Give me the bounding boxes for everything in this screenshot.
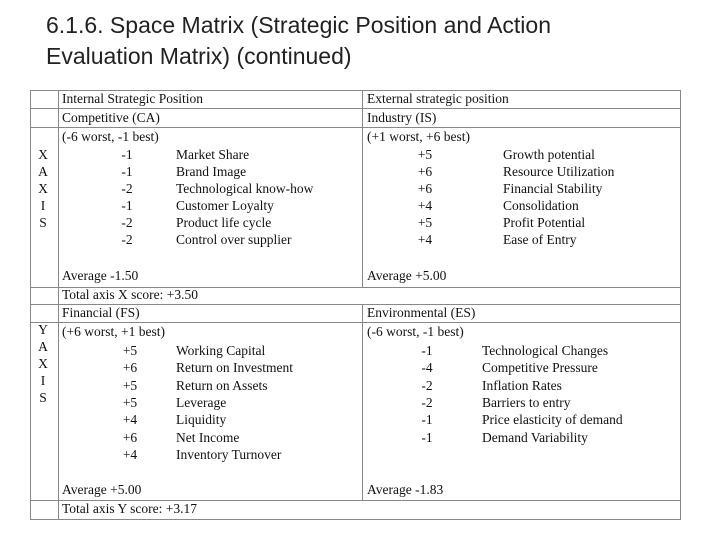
average: Average +5.00 (62, 482, 142, 497)
item-label: Financial Stability (503, 181, 603, 196)
axis-letter: A (38, 339, 48, 354)
item-label: Return on Investment (176, 360, 293, 376)
item-score: -2 (121, 215, 133, 230)
item-label: Inventory Turnover (176, 446, 282, 462)
average: Average +5.00 (367, 268, 447, 283)
rule (30, 90, 31, 520)
factor-heading: Environmental (ES) (367, 305, 476, 320)
item-score: -2 (421, 377, 433, 393)
rule (30, 519, 680, 520)
item-score: +6 (122, 429, 138, 445)
axis-letter: X (38, 147, 48, 162)
item-label: Brand Image (176, 164, 247, 179)
item-label: Net Income (176, 429, 240, 445)
item-label: Technological know-how (176, 181, 314, 196)
axis-total: Total axis Y score: +3.17 (62, 501, 198, 516)
item-score: +4 (417, 198, 433, 213)
item-score: -1 (421, 412, 433, 428)
item-score: +5 (122, 394, 138, 410)
rule (30, 287, 680, 288)
item-label: Price elasticity of demand (482, 412, 623, 428)
item-label: Demand Variability (482, 429, 588, 445)
item-score: -2 (121, 181, 133, 196)
item-label: Growth potential (503, 147, 595, 162)
axis-total: Total axis X score: +3.50 (62, 287, 199, 302)
axis-letter: I (40, 198, 46, 213)
item-label: Return on Assets (176, 377, 268, 393)
item-score: -2 (121, 232, 133, 247)
item-score: +6 (417, 181, 433, 196)
average: Average -1.83 (367, 482, 444, 497)
item-score: -1 (121, 147, 133, 162)
item-label: Resource Utilization (503, 164, 615, 179)
item-score: -1 (421, 343, 433, 358)
item-label: Customer Loyalty (176, 198, 274, 213)
axis-letter: I (40, 373, 46, 388)
item-score: -4 (421, 360, 433, 376)
rule (362, 90, 363, 287)
item-score: +6 (122, 360, 138, 376)
rule (30, 108, 680, 109)
axis-letter: Y (38, 322, 48, 337)
column-heading: Internal Strategic Position (62, 91, 203, 106)
rule (30, 322, 680, 323)
item-score: +4 (417, 232, 433, 247)
item-label: Technological Changes (482, 343, 609, 358)
item-label: Ease of Entry (503, 232, 577, 247)
rule (30, 127, 680, 128)
item-label: Liquidity (176, 412, 227, 428)
item-score: +5 (417, 147, 433, 162)
item-label: Market Share (176, 147, 250, 162)
item-score: +6 (417, 164, 433, 179)
item-score: -1 (121, 198, 133, 213)
item-score: -1 (121, 164, 133, 179)
rule (30, 304, 680, 305)
item-label: Barriers to entry (482, 394, 571, 410)
item-label: Working Capital (176, 343, 266, 358)
rule (58, 90, 59, 520)
axis-letter: S (39, 390, 47, 405)
slide-title: 6.1.6. Space Matrix (Strategic Position … (46, 12, 551, 69)
item-score: -1 (421, 429, 433, 445)
rule (30, 90, 680, 91)
item-score: +5 (417, 215, 433, 230)
item-score: +4 (122, 412, 138, 428)
axis-letter: S (39, 215, 47, 230)
axis-letter: A (38, 164, 48, 179)
rule (680, 90, 681, 520)
item-score: -2 (421, 394, 433, 410)
axis-letter: X (38, 356, 48, 371)
factor-heading: Industry (IS) (367, 110, 437, 125)
item-label: Leverage (176, 394, 227, 410)
item-label: Profit Potential (503, 215, 586, 230)
item-label: Competitive Pressure (482, 360, 598, 376)
scale-note: (-6 worst, -1 best) (62, 129, 159, 144)
item-label: Control over supplier (176, 232, 292, 247)
item-score: +5 (122, 343, 138, 358)
factor-heading: Financial (FS) (62, 305, 140, 320)
item-score: +4 (122, 446, 138, 462)
scale-note: (+6 worst, +1 best) (62, 324, 165, 339)
item-label: Product life cycle (176, 215, 272, 230)
rule (30, 500, 680, 501)
scale-note: (-6 worst, -1 best) (367, 324, 464, 339)
column-heading: External strategic position (367, 91, 509, 106)
item-label: Consolidation (503, 198, 579, 213)
average: Average -1.50 (62, 268, 139, 283)
factor-heading: Competitive (CA) (62, 110, 160, 125)
item-score: +5 (122, 377, 138, 393)
item-label: Inflation Rates (482, 377, 562, 393)
rule (362, 304, 363, 500)
scale-note: (+1 worst, +6 best) (367, 129, 470, 144)
axis-letter: X (38, 181, 48, 196)
